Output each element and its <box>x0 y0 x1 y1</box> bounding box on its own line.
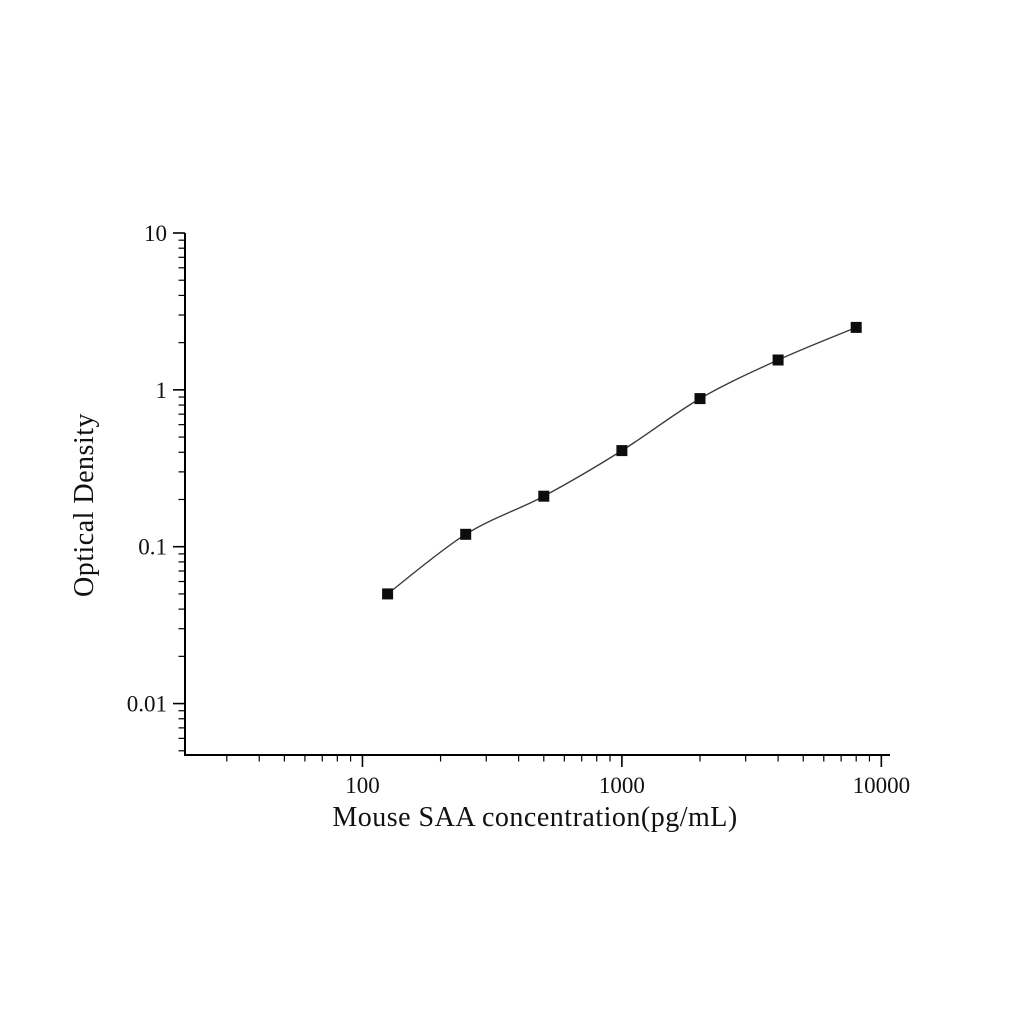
data-point-marker <box>616 445 628 457</box>
x-axis-title: Mouse SAA concentration(pg/mL) <box>332 802 738 833</box>
y-axis-title: Optical Density <box>69 412 100 598</box>
y-tick-label: 10 <box>144 221 167 246</box>
x-axis-ticks: 100 1000 10000 <box>226 755 911 798</box>
x-tick-label: 100 <box>345 773 380 798</box>
standard-curve-line <box>387 326 857 595</box>
data-point-marker <box>772 354 784 366</box>
x-tick-label: 1000 <box>599 773 645 798</box>
data-points <box>382 321 862 600</box>
data-point-marker <box>382 588 394 600</box>
data-point-marker <box>850 321 862 333</box>
x-tick-label: 10000 <box>853 773 911 798</box>
y-tick-label: 0.1 <box>138 535 167 560</box>
data-point-marker <box>694 393 706 405</box>
data-point-marker <box>538 490 550 502</box>
y-tick-label: 0.01 <box>127 692 167 717</box>
axis-lines <box>184 233 890 756</box>
data-point-marker <box>460 528 472 540</box>
y-tick-label: 1 <box>156 378 168 403</box>
y-axis-ticks: 0.01 0.1 1 10 <box>127 221 185 752</box>
